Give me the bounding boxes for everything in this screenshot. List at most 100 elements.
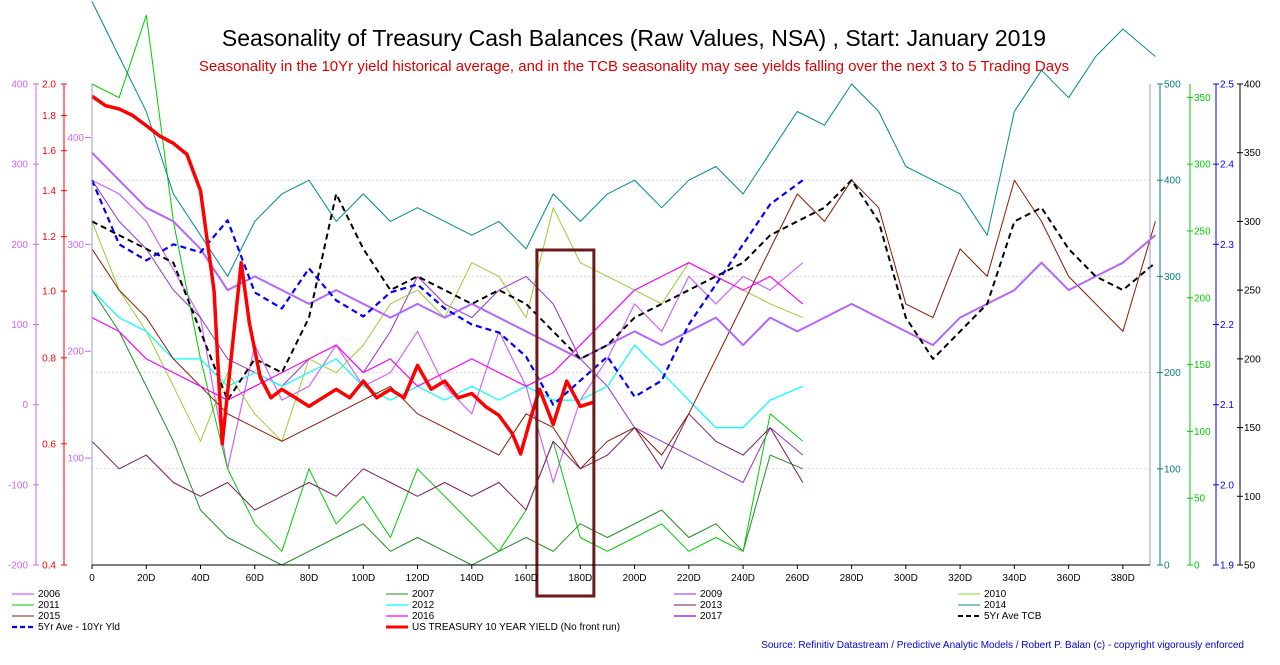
series-line (90, 94, 595, 456)
left-axis-3-tick-label: 0.4 (42, 561, 56, 572)
right-axis-4-tick-label: 50 (1244, 561, 1256, 572)
left-axis-3-tick-label: 0.8 (42, 353, 56, 364)
series-line (91, 262, 804, 401)
x-tick-label: 160D (514, 573, 538, 584)
legend-label: 2009 (700, 589, 723, 600)
right-axis-1-tick-label: 0 (1164, 561, 1170, 572)
legend-label: 2006 (38, 589, 61, 600)
series-line (90, 179, 804, 406)
left-axis-2-tick-label: 100 (67, 454, 84, 465)
x-tick-label: 80D (300, 573, 318, 584)
right-axis-1-tick-label: 500 (1164, 80, 1181, 91)
right-axis-3-tick-label: 2.0 (1220, 480, 1234, 491)
series-line (91, 207, 803, 442)
left-axis-1-tick-label: 300 (11, 160, 28, 171)
series-line (91, 179, 1156, 470)
right-axis-2-tick-label: 350 (1194, 93, 1211, 104)
left-axis-2-tick-label: 200 (67, 347, 84, 358)
x-tick-label: 320D (948, 573, 972, 584)
legend: 2006 2007 2009 2010 2011 2012 2013 2014 2015 2016… (12, 589, 1042, 633)
right-axis-3-tick-label: 2.4 (1220, 160, 1234, 171)
legend-label: 5Yr Ave TCB (984, 611, 1042, 622)
legend-label: 5Yr Ave - 10Yr Yld (38, 622, 120, 633)
left-axis-3-tick-label: 0.6 (42, 439, 56, 450)
right-axis-2-tick-label: 200 (1194, 293, 1211, 304)
series-line (91, 179, 804, 484)
left-axis-3-tick-label: 1.0 (42, 287, 56, 298)
right-axis-4-tick-label: 250 (1244, 286, 1261, 297)
legend-label: 2013 (700, 600, 723, 611)
right-axis-3-tick-label: 1.9 (1220, 561, 1234, 572)
left-axis-3-tick-label: 1.2 (42, 232, 56, 243)
right-axis-4-tick-label: 150 (1244, 423, 1261, 434)
right-axis-3-tick-label: 2.1 (1220, 400, 1234, 411)
left-axis-3-tick-label: 2.0 (42, 80, 56, 91)
left-axis-1-tick-label: -200 (8, 561, 28, 572)
series-line (91, 289, 804, 429)
x-tick-label: 120D (406, 573, 430, 584)
left-axis-2-tick-label: 300 (67, 240, 84, 251)
highlight-box (535, 248, 596, 598)
legend-label: 2015 (38, 611, 61, 622)
legend-label: 2014 (984, 600, 1007, 611)
right-axis-4-tick-label: 350 (1244, 148, 1261, 159)
series-line (91, 179, 1157, 402)
right-axis-4-tick-label: 200 (1244, 354, 1261, 365)
right-axis-4-tick-label: 100 (1244, 492, 1261, 503)
right-axis-2-tick-label: 50 (1194, 494, 1206, 505)
right-axis-4-tick-label: 400 (1244, 80, 1261, 91)
right-axis-2-tick-label: 0 (1194, 561, 1200, 572)
right-axis-2-tick-label: 250 (1194, 226, 1211, 237)
right-axis-1-tick-label: 400 (1164, 176, 1181, 187)
x-tick-label: 60D (246, 573, 264, 584)
x-tick-label: 300D (894, 573, 918, 584)
right-axis-1-tick-label: 200 (1164, 368, 1181, 379)
right-axis-1-tick-label: 100 (1164, 464, 1181, 475)
x-tick-label: 280D (840, 573, 864, 584)
x-tick-label: 360D (1057, 573, 1081, 584)
left-axis-1-tick-label: -100 (8, 480, 28, 491)
legend-label: US TREASURY 10 YEAR YIELD (No front run) (412, 622, 620, 633)
x-tick-label: 20D (137, 573, 155, 584)
left-axis-3-tick-label: 1.6 (42, 146, 56, 157)
right-axis-4-tick-label: 300 (1244, 217, 1261, 228)
x-tick-label: 340D (1002, 573, 1026, 584)
x-tick-label: 40D (191, 573, 209, 584)
source-note: Source: Refinitiv Datastream / Predictiv… (761, 640, 1244, 651)
left-axis-3-tick-label: 1.4 (42, 186, 56, 197)
series-line (91, 413, 804, 511)
x-tick-label: 260D (785, 573, 809, 584)
left-axis-2-tick-label: 400 (67, 133, 84, 144)
right-axis-3-tick-label: 2.5 (1220, 80, 1234, 91)
left-axis-1-tick-label: 200 (11, 240, 28, 251)
x-tick-label: 380D (1111, 573, 1135, 584)
right-axis-3-tick-label: 2.2 (1220, 320, 1234, 331)
x-tick-label: 0 (89, 573, 95, 584)
x-tick-label: 240D (731, 573, 755, 584)
left-axis-3-tick-label: 1.8 (42, 111, 56, 122)
x-tick-label: 100D (351, 573, 375, 584)
right-axis-1-tick-label: 300 (1164, 272, 1181, 283)
series-line (91, 1, 1156, 277)
legend-label: 2012 (412, 600, 435, 611)
legend-label: 2017 (700, 611, 723, 622)
legend-label: 2016 (412, 611, 435, 622)
left-axis-1-tick-label: 100 (11, 320, 28, 331)
chart-subtitle: Seasonality in the 10Yr yield historical… (199, 58, 1069, 75)
x-tick-label: 220D (677, 573, 701, 584)
right-axis-2-tick-label: 150 (1194, 360, 1211, 371)
axes: 0 20D 40D 60D 80D 100D 120D 140D 160D 180D 200D 220… (8, 80, 1261, 585)
right-axis-2-tick-label: 100 (1194, 427, 1211, 438)
legend-label: 2011 (38, 600, 60, 611)
legend-label: 2007 (412, 589, 435, 600)
series-line (91, 289, 803, 566)
right-axis-3-tick-label: 2.3 (1220, 240, 1234, 251)
series-line (91, 179, 804, 483)
left-axis-1-tick-label: 400 (11, 80, 28, 91)
chart-title: Seasonality of Treasury Cash Balances (R… (222, 25, 1046, 51)
x-tick-label: 200D (623, 573, 647, 584)
right-axis-2-tick-label: 300 (1194, 160, 1211, 171)
left-axis-1-tick-label: 0 (22, 400, 28, 411)
legend-label: 2010 (984, 589, 1007, 600)
